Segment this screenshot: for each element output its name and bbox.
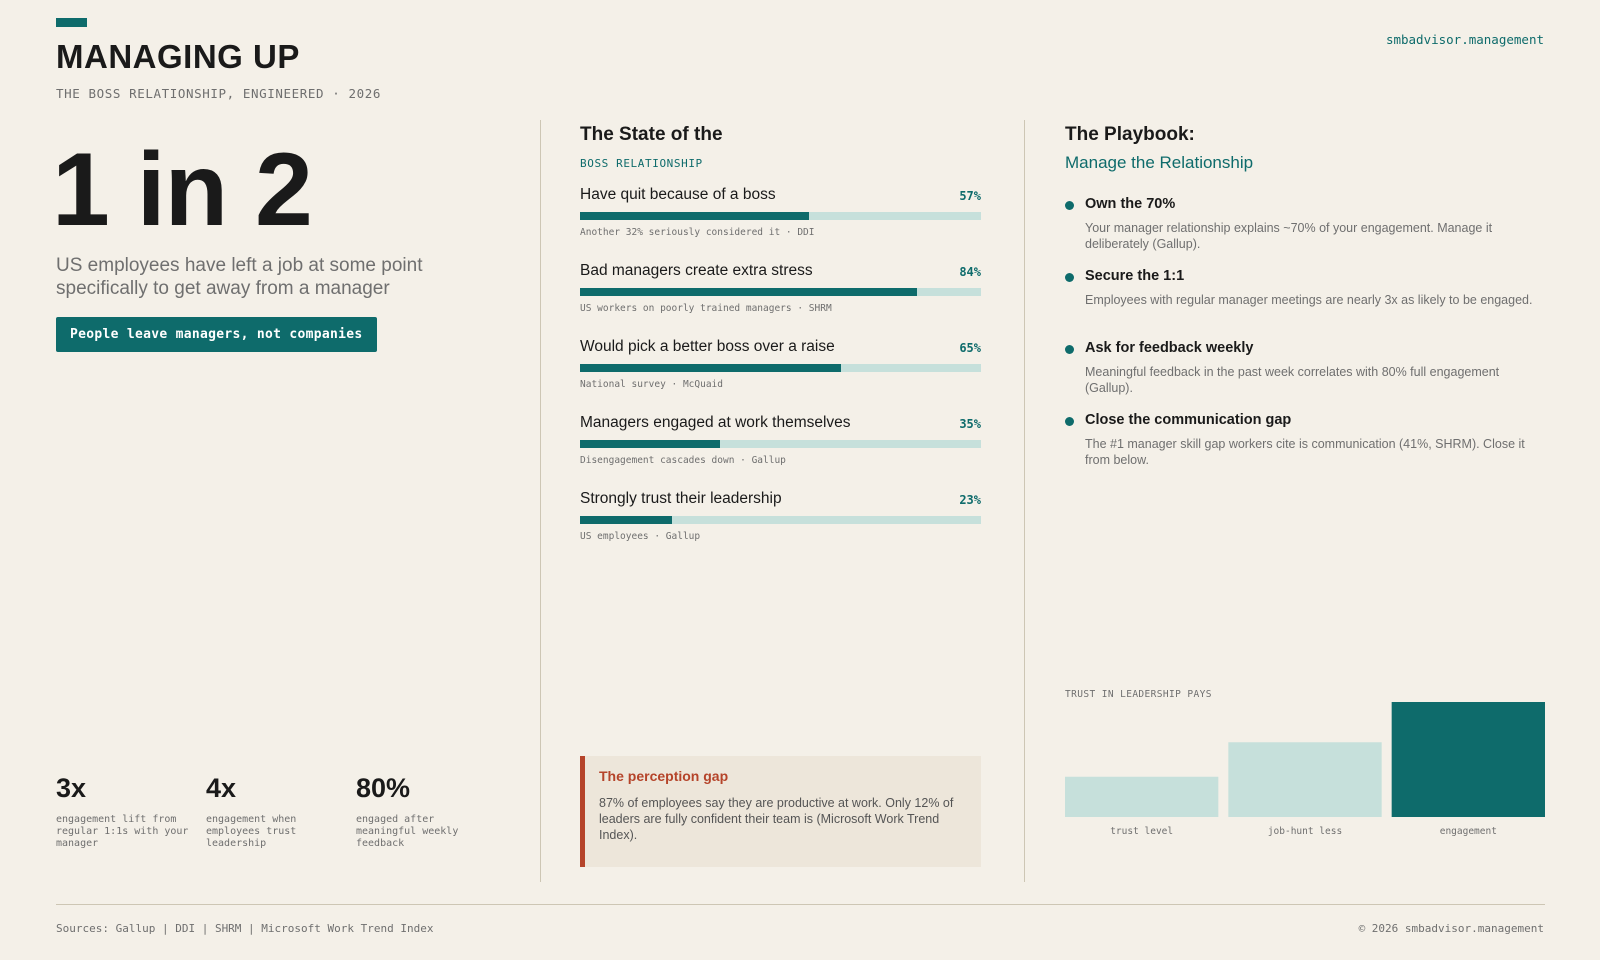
mini-stat-label: engagement lift from regular 1:1s with y… <box>56 814 189 849</box>
mini-stat-value: 80% <box>356 773 411 803</box>
stat-bar-percent: 57% <box>959 189 981 203</box>
footer-sources: Sources: Gallup | DDI | SHRM | Microsoft… <box>56 922 434 935</box>
stat-bar-percent: 84% <box>959 265 981 279</box>
stat-bar-note: Another 32% seriously considered it · DD… <box>580 227 815 238</box>
playbook-item: Own the 70% Your manager relationship ex… <box>1065 196 1545 268</box>
playbook-list: Own the 70% Your manager relationship ex… <box>1065 196 1545 484</box>
stat-bar-track <box>580 364 981 372</box>
stat-bar-note: US workers on poorly trained managers · … <box>580 303 832 314</box>
footer-copyright: © 2026 smbadvisor.management <box>1358 922 1544 935</box>
chart-bar <box>1065 776 1219 817</box>
hero-description: US employees have left a job at some poi… <box>56 255 423 299</box>
stat-bar-item: Have quit because of a boss 57% Another … <box>580 186 981 262</box>
bullet-dot-icon <box>1065 417 1074 426</box>
stat-bar-track <box>580 288 981 296</box>
playbook-subheading: Manage the Relationship <box>1065 153 1254 172</box>
stat-bar-item: Managers engaged at work themselves 35% … <box>580 414 981 490</box>
stat-bar-label: Bad managers create extra stress <box>580 262 813 279</box>
playbook-item-title: Own the 70% <box>1085 196 1176 212</box>
hero-stat: 1 in 2 <box>52 132 313 248</box>
mini-stat-value: 4x <box>206 773 237 803</box>
playbook-item-title: Close the communication gap <box>1085 412 1292 428</box>
chart-bar <box>1228 742 1382 817</box>
stat-bar-track <box>580 212 981 220</box>
mini-stat: 3x engagement lift from regular 1:1s wit… <box>56 772 206 850</box>
playbook-item-title: Ask for feedback weekly <box>1085 340 1254 356</box>
perception-gap-callout: The perception gap 87% of employees say … <box>580 756 981 867</box>
stat-bar-label: Managers engaged at work themselves <box>580 414 851 431</box>
stat-bar-percent: 35% <box>959 417 981 431</box>
footer-divider <box>56 904 1545 905</box>
stat-bar-label: Have quit because of a boss <box>580 186 776 203</box>
stat-bar-list: Have quit because of a boss 57% Another … <box>580 186 981 566</box>
stat-bar-note: National survey · McQuaid <box>580 379 723 390</box>
chart-bar <box>1391 702 1545 817</box>
page-subtitle: THE BOSS RELATIONSHIP, ENGINEERED · 2026 <box>56 86 382 101</box>
page-title: MANAGING UP <box>56 38 300 75</box>
playbook-item: Ask for feedback weekly Meaningful feedb… <box>1065 340 1545 412</box>
chart-category-label: trust level <box>1110 826 1173 837</box>
stat-bar-label: Would pick a better boss over a raise <box>580 338 835 355</box>
playbook-heading: The Playbook: <box>1065 124 1195 145</box>
playbook-item: Close the communication gap The #1 manag… <box>1065 412 1545 484</box>
mini-stat-label: engagement when employees trust leadersh… <box>206 814 297 849</box>
playbook-item-title: Secure the 1:1 <box>1085 268 1185 284</box>
stat-bar-label: Strongly trust their leadership <box>580 490 782 507</box>
playbook-item-text: The #1 manager skill gap workers cite is… <box>1085 437 1525 467</box>
state-subheading: BOSS RELATIONSHIP <box>580 157 703 170</box>
chart-title: TRUST IN LEADERSHIP PAYS <box>1065 689 1212 700</box>
stat-bar-percent: 65% <box>959 341 981 355</box>
stat-bar-note: Disengagement cascades down · Gallup <box>580 455 786 466</box>
state-heading: The State of the <box>580 124 723 145</box>
playbook-item-text: Employees with regular manager meetings … <box>1085 293 1533 307</box>
mini-stat: 4x engagement when employees trust leade… <box>206 772 356 850</box>
chart-category-label: engagement <box>1440 826 1497 837</box>
stat-bar-item: Bad managers create extra stress 84% US … <box>580 262 981 338</box>
bullet-dot-icon <box>1065 273 1074 282</box>
mini-stat-label: engaged after meaningful weekly feedback <box>356 814 459 849</box>
stat-bar-fill <box>580 364 841 372</box>
stat-bar-fill <box>580 516 673 524</box>
column-divider-left <box>540 120 541 882</box>
stat-bar-percent: 23% <box>959 493 981 507</box>
stat-bar-fill <box>580 288 917 296</box>
stat-bar-note: US employees · Gallup <box>580 531 701 542</box>
site-link[interactable]: smbadvisor.management <box>1385 32 1544 47</box>
bullet-dot-icon <box>1065 201 1074 210</box>
stat-bar-track <box>580 516 981 524</box>
playbook-item: Secure the 1:1 Employees with regular ma… <box>1065 268 1545 340</box>
mini-stat-value: 3x <box>56 773 87 803</box>
column-divider-right <box>1024 120 1025 882</box>
bullet-dot-icon <box>1065 345 1074 354</box>
stat-bar-item: Strongly trust their leadership 23% US e… <box>580 490 981 566</box>
playbook-item-text: Your manager relationship explains ~70% … <box>1085 221 1493 251</box>
mini-stats-row: 3x engagement lift from regular 1:1s wit… <box>56 772 506 850</box>
chart-category-label: job-hunt less <box>1268 826 1342 837</box>
playbook-item-text: Meaningful feedback in the past week cor… <box>1085 365 1500 395</box>
stat-bar-fill <box>580 440 721 448</box>
callout-title: The perception gap <box>599 768 729 784</box>
header-accent-bar <box>56 18 87 27</box>
stat-bar-item: Would pick a better boss over a raise 65… <box>580 338 981 414</box>
callout-text: 87% of employees say they are productive… <box>599 796 954 842</box>
stat-bar-track <box>580 440 981 448</box>
hero-pill-badge: People leave managers, not companies <box>56 317 377 352</box>
mini-stat: 80% engaged after meaningful weekly feed… <box>356 772 506 850</box>
stat-bar-fill <box>580 212 809 220</box>
